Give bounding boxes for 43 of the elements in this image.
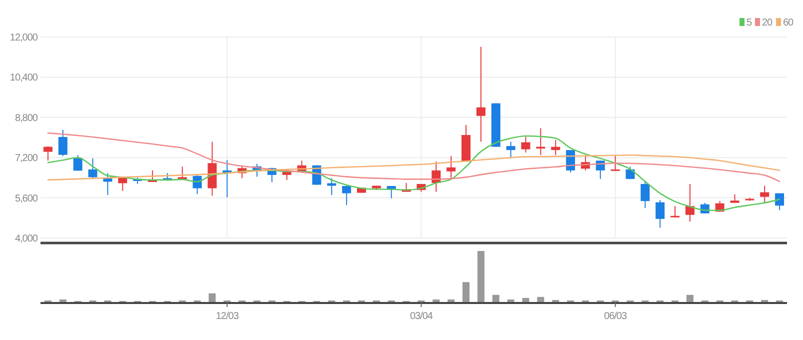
bar (507, 299, 514, 302)
legend-label: 5 (746, 18, 752, 28)
bar (477, 251, 484, 302)
candlestick (88, 158, 98, 179)
bar (208, 293, 216, 302)
y-tick-label: 7,200 (14, 153, 38, 164)
legend-label: 60 (783, 18, 794, 28)
candlestick (58, 129, 68, 157)
candlestick (626, 166, 635, 180)
candlestick (506, 141, 516, 159)
candlestick (656, 200, 665, 228)
bar (448, 299, 455, 302)
candlestick (43, 146, 52, 162)
line-series (47, 132, 780, 182)
candlestick (551, 140, 560, 156)
candlestick (342, 185, 352, 206)
bar (537, 296, 544, 302)
y-tick-label: 12,000 (10, 32, 38, 44)
candlestick (327, 178, 336, 196)
candlestick (760, 185, 770, 204)
candlestick (476, 46, 486, 142)
bar (492, 294, 500, 302)
bar (59, 299, 66, 302)
y-tick-label: 5,600 (14, 193, 38, 204)
x-tick-label: 06/03 (604, 311, 628, 322)
candlestick (610, 154, 620, 172)
bar (462, 282, 470, 302)
candlestick (73, 154, 82, 172)
candlestick (521, 136, 530, 154)
x-tick-label: 03/04 (410, 311, 434, 322)
x-tick-label: 12/03 (216, 311, 240, 322)
candlestick (640, 180, 650, 209)
y-tick-label: 4,000 (14, 234, 38, 244)
bar (522, 298, 530, 302)
candlestick (446, 156, 456, 180)
candlestick (192, 174, 202, 195)
candlestick (685, 183, 694, 222)
legend-label: 20 (762, 18, 774, 28)
y-tick-label: 10,400 (10, 72, 38, 84)
bar (686, 294, 694, 302)
candlestick (670, 206, 680, 218)
bar (432, 299, 440, 302)
y-tick-label: 8,800 (14, 112, 38, 124)
